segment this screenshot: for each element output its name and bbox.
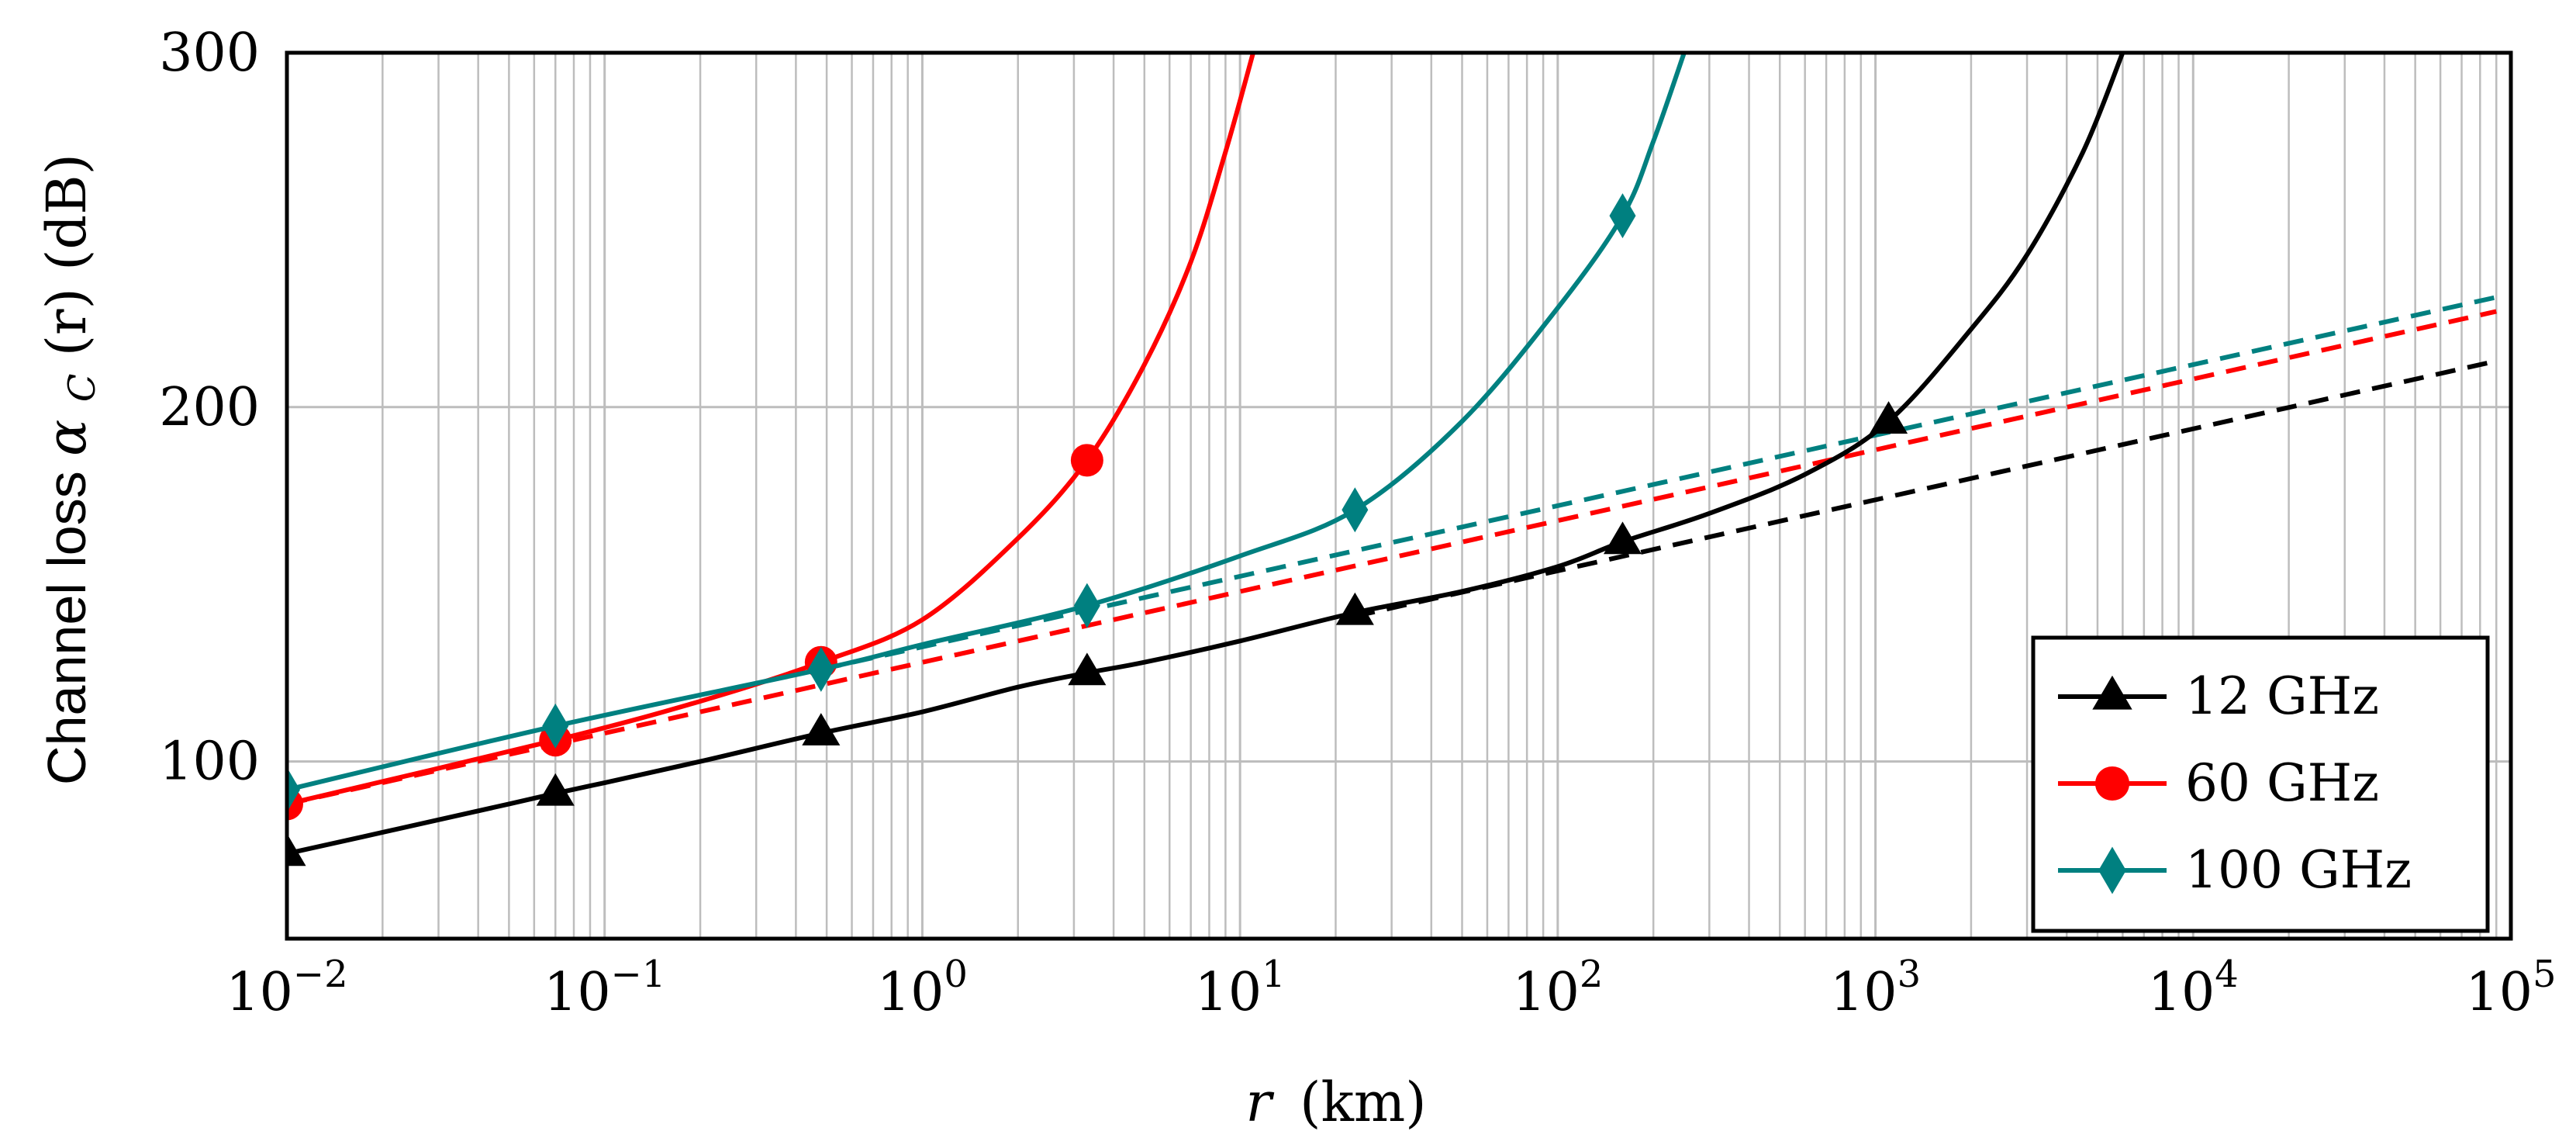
x-tick-base: 10 (544, 962, 611, 1023)
triangle-marker (1603, 521, 1642, 555)
y-axis-label-argument: (r) (35, 288, 98, 356)
grid (285, 51, 2511, 939)
dashed-series-line (1354, 358, 2497, 619)
legend-label: 100 GHz (2185, 840, 2412, 900)
y-axis-label-text: Channel loss (36, 456, 97, 785)
series-group (287, 53, 2497, 867)
x-tick-label: 10−1 (544, 953, 665, 1023)
y-axis-tick-labels: 100 200 300 (159, 22, 260, 793)
legend-entry: 100 GHz (2058, 840, 2412, 900)
y-tick-label: 100 (159, 732, 260, 793)
diamond-marker (542, 703, 569, 749)
triangle-marker (1869, 401, 1908, 434)
y-tick-label: 300 (159, 22, 260, 84)
triangle-marker (287, 833, 306, 867)
x-tick-exponent: 4 (2215, 953, 2239, 996)
x-tick-exponent: −2 (293, 953, 348, 996)
x-axis-tick-labels: 10−2 10−1 100 101 102 103 104 105 (226, 953, 2556, 1023)
x-tick-label: 102 (1512, 953, 1603, 1023)
x-tick-label: 104 (2148, 953, 2239, 1023)
x-tick-base: 10 (1830, 962, 1897, 1023)
x-tick-label: 100 (877, 953, 968, 1023)
diamond-marker (287, 767, 300, 813)
y-tick-label: 200 (159, 377, 260, 438)
circle-marker (2094, 766, 2130, 801)
triangle-marker (802, 713, 841, 745)
x-tick-label: 101 (1195, 953, 1286, 1023)
legend-label: 60 GHz (2185, 753, 2379, 813)
series-line (287, 53, 1687, 793)
series-100-ghz (287, 53, 1687, 813)
y-axis-label-unit: (dB) (35, 154, 98, 271)
x-axis-label: r (km) (1245, 1071, 1426, 1134)
y-axis-label-symbol: α (35, 420, 98, 456)
x-tick-label: 10−2 (226, 953, 347, 1023)
circle-marker (1070, 444, 1103, 477)
series-60-ghz-free-space (287, 309, 2497, 807)
triangle-marker (2092, 675, 2132, 710)
x-tick-exponent: −1 (611, 953, 666, 996)
dashed-series-line (820, 295, 2497, 672)
plot-frame (285, 50, 2513, 941)
legend-entry: 12 GHz (2058, 666, 2379, 726)
x-tick-base: 10 (2148, 962, 2215, 1023)
series-12-ghz-free-space (1354, 358, 2497, 619)
legend-entry: 60 GHz (2058, 753, 2379, 813)
x-tick-base: 10 (877, 962, 944, 1023)
x-tick-exponent: 0 (944, 953, 968, 996)
series-12-ghz (287, 53, 2125, 867)
dashed-series-line (287, 309, 2497, 807)
diamond-marker (2098, 846, 2126, 894)
y-axis-label-subscript: C (60, 374, 104, 403)
triangle-marker (1335, 592, 1374, 625)
x-tick-label: 103 (1830, 953, 1921, 1023)
series-line (287, 53, 1255, 807)
series-line (287, 53, 2125, 856)
x-tick-exponent: 2 (1580, 953, 1604, 996)
x-tick-base: 10 (2465, 962, 2533, 1023)
legend-label: 12 GHz (2185, 666, 2379, 726)
x-tick-exponent: 5 (2533, 953, 2557, 996)
series-60-ghz (287, 53, 1255, 821)
diamond-marker (1342, 487, 1369, 533)
x-tick-exponent: 3 (1897, 953, 1922, 996)
x-tick-base: 10 (226, 962, 293, 1023)
diamond-marker (807, 646, 834, 692)
x-axis-label-variable: r (1245, 1071, 1274, 1134)
x-tick-label: 105 (2465, 953, 2556, 1023)
y-axis-label: Channel loss α C (r) (dB) (35, 154, 108, 785)
x-tick-base: 10 (1512, 962, 1580, 1023)
x-tick-base: 10 (1195, 962, 1262, 1023)
x-tick-exponent: 1 (1262, 953, 1286, 996)
diamond-marker (1609, 193, 1636, 239)
triangle-marker (1068, 652, 1107, 686)
x-axis-label-unit: (km) (1300, 1071, 1426, 1134)
legend: 12 GHz 60 GHz 100 GHz (2031, 635, 2490, 933)
triangle-marker (536, 773, 575, 806)
series-100-ghz-free-space (820, 295, 2497, 672)
diamond-marker (1073, 583, 1100, 628)
